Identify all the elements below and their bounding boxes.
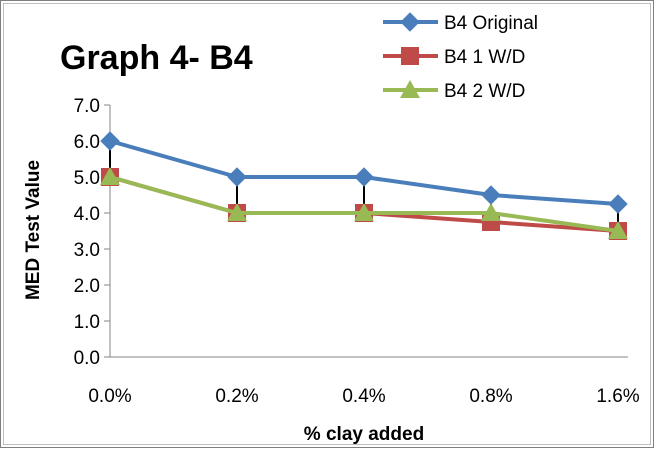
x-tick-label: 0.0%	[88, 386, 131, 407]
legend-label: B4 1 W/D	[444, 47, 525, 68]
legend: B4 Original B4 1 W/D B4 2 W/D	[383, 13, 538, 102]
x-axis-label: % clay added	[304, 424, 424, 445]
legend-label: B4 Original	[444, 13, 538, 34]
y-tick-label: 5.0	[74, 168, 100, 189]
y-tick-label: 2.0	[74, 276, 100, 297]
y-tick-label: 3.0	[74, 240, 100, 261]
x-tick-label: 0.8%	[469, 386, 512, 407]
legend-marker	[401, 47, 419, 65]
legend-marker	[401, 13, 419, 31]
data-point	[609, 195, 627, 213]
y-tick-label: 0.0	[74, 348, 100, 369]
y-tick-label: 7.0	[74, 96, 100, 117]
y-axis-label: MED Test Value	[23, 160, 44, 300]
y-tick-label: 6.0	[74, 132, 100, 153]
data-point	[482, 186, 500, 204]
data-point	[228, 168, 246, 186]
x-tick-label: 0.4%	[342, 386, 385, 407]
data-point	[355, 168, 373, 186]
y-tick-label: 4.0	[74, 204, 100, 225]
x-tick-label: 0.2%	[215, 386, 258, 407]
legend-label: B4 2 W/D	[444, 81, 525, 102]
plot-area: 0.0 1.0 2.0 3.0 4.0 5.0 6.0 7.0 0.0% 0.2% 0.4% 0.8%…	[74, 96, 640, 407]
x-tick-label: 1.6%	[596, 386, 639, 407]
data-point	[101, 132, 119, 150]
chart-title: Graph 4- B4	[60, 39, 253, 77]
y-tick-label: 1.0	[74, 312, 100, 333]
